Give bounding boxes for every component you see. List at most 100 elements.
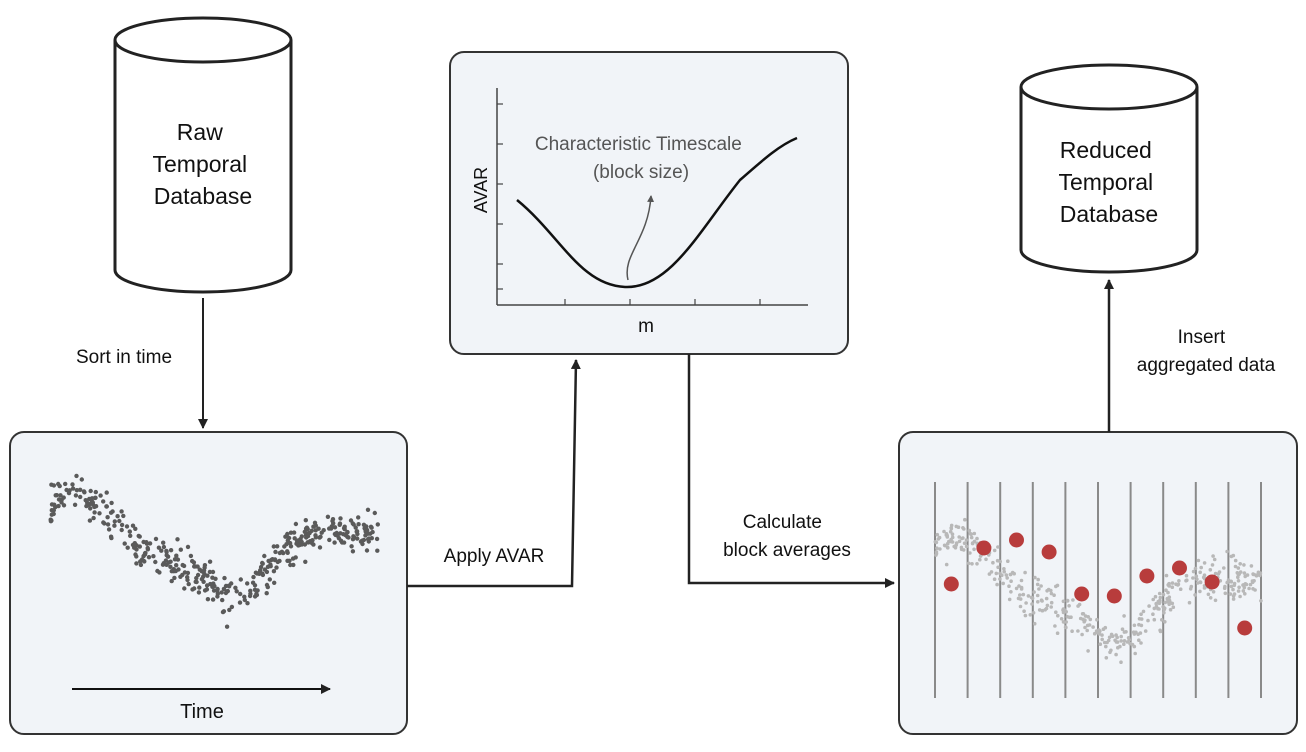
raw-data-point (349, 544, 354, 549)
block-data-point (1194, 574, 1199, 578)
block-data-point (1184, 578, 1188, 583)
block-data-point (1154, 604, 1159, 609)
block-data-point (1241, 583, 1245, 587)
block-average-point (976, 540, 992, 556)
block-data-point (1009, 579, 1013, 583)
raw-data-point (59, 497, 64, 502)
raw-data-point (169, 578, 174, 584)
block-data-point (1018, 593, 1022, 597)
raw-data-point (220, 597, 225, 603)
raw-data-point (279, 549, 285, 554)
insert-label: Insert aggregated data (1137, 327, 1276, 376)
block-data-point (962, 541, 967, 545)
block-data-point (1157, 591, 1162, 596)
block-data-point (1043, 608, 1047, 612)
raw-data-point (268, 562, 273, 567)
raw-data-point (185, 544, 191, 550)
raw-data-point (264, 582, 270, 588)
block-data-point (1081, 612, 1086, 616)
raw-data-point (175, 537, 180, 542)
raw-data-point (185, 575, 190, 580)
block-data-point (1208, 568, 1213, 572)
block-data-point (1202, 573, 1207, 577)
raw-data-point (356, 522, 361, 527)
block-data-point (1085, 628, 1089, 633)
block-data-point (1024, 601, 1028, 605)
block-average-point (1009, 532, 1024, 548)
block-data-point (1083, 618, 1087, 622)
block-data-point (1213, 598, 1218, 603)
block-data-point (1191, 569, 1196, 574)
raw-data-point (337, 521, 343, 526)
block-average-point (1041, 544, 1057, 560)
block-data-point (1242, 563, 1246, 567)
block-data-point (1035, 582, 1040, 587)
block-data-point (934, 540, 939, 545)
raw-data-point (89, 499, 95, 504)
raw-data-point (245, 601, 250, 606)
block-data-point (957, 539, 962, 544)
raw-data-point (264, 591, 269, 596)
raw-data-point (74, 473, 79, 479)
raw-data-point (319, 530, 324, 535)
raw-data-point (133, 526, 138, 531)
block-data-point (1122, 639, 1127, 643)
raw-data-point (312, 520, 318, 525)
block-data-point (1049, 605, 1053, 609)
raw-data-point (204, 583, 210, 588)
raw-data-point (210, 569, 216, 575)
block-data-point (1083, 625, 1087, 630)
block-average-point (1237, 620, 1253, 636)
raw-data-point (57, 483, 62, 489)
raw-data-point (328, 526, 334, 531)
raw-data-point (201, 574, 206, 579)
raw-data-point (172, 557, 178, 562)
block-data-point (1137, 638, 1141, 642)
raw-data-point (270, 557, 275, 562)
avar-x-label: m (638, 316, 654, 337)
raw-data-point (137, 534, 142, 539)
block-data-point (1233, 564, 1238, 569)
block-data-point (1153, 594, 1158, 599)
block-data-point (1228, 592, 1233, 596)
block-data-point (1119, 660, 1123, 664)
avar-x-ticks (564, 299, 761, 305)
raw-data-point (219, 590, 224, 595)
raw-data-point (242, 594, 247, 599)
raw-data-point (117, 518, 122, 524)
block-data-point (969, 535, 974, 540)
raw-data-point (291, 562, 296, 568)
block-data-point (1241, 589, 1246, 593)
block-data-point (1133, 651, 1137, 656)
block-data-point (948, 529, 953, 534)
block-data-point (1158, 595, 1163, 600)
raw-data-point (364, 548, 370, 553)
block-data-point (1151, 612, 1155, 616)
block-data-point (1061, 620, 1066, 624)
block-data-point (1223, 591, 1228, 596)
block-average-point (1172, 560, 1187, 576)
block-data-point (942, 543, 947, 548)
raw-data-point (293, 555, 298, 560)
block-data-point (1208, 596, 1213, 600)
block-data-point (1054, 610, 1058, 614)
block-data-point (1009, 590, 1013, 594)
raw-data-point (364, 528, 370, 533)
block-data-point (1231, 597, 1236, 601)
block-data-point (1069, 615, 1073, 619)
raw-data-point (238, 591, 243, 597)
raw-data-point (153, 536, 159, 542)
block-data-point (1005, 576, 1009, 580)
raw-data-point (122, 541, 127, 546)
block-data-point (1002, 569, 1006, 574)
raw-data-point (101, 520, 106, 525)
raw-data-point (310, 538, 315, 543)
raw-data-point (224, 624, 230, 629)
raw-data-point (318, 534, 323, 539)
block-data-point (995, 582, 999, 587)
block-data-point (1059, 617, 1064, 621)
block-data-point (1177, 579, 1181, 583)
raw-data-point (266, 558, 271, 564)
raw-data-point (332, 525, 338, 530)
raw-data-point (201, 568, 207, 573)
